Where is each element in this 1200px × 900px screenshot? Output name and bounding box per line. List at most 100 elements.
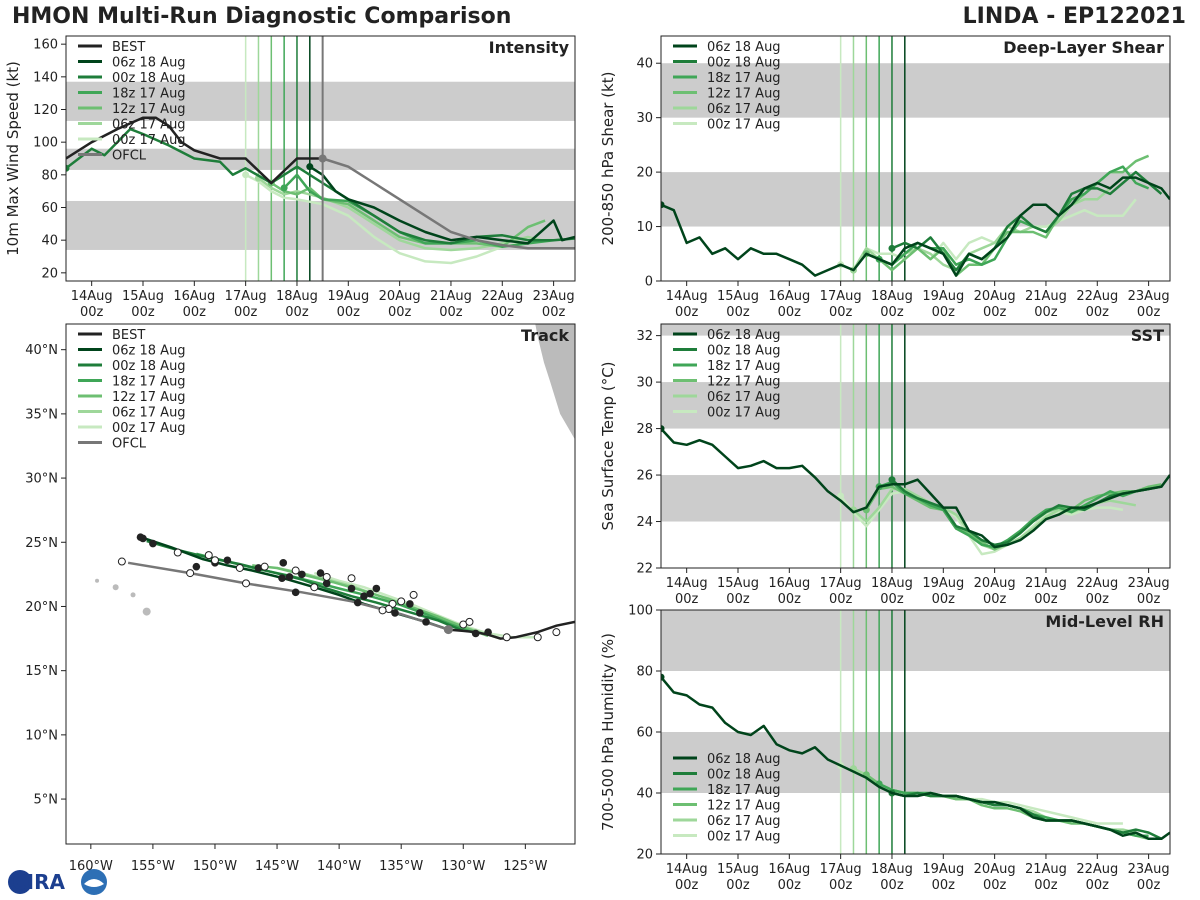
island-shape (112, 584, 119, 591)
track-marker-filled (192, 562, 201, 571)
panel-title: SST (1131, 326, 1164, 345)
x-tick-label-day: 18Aug (871, 862, 913, 877)
x-tick-label-day: 16Aug (173, 289, 215, 304)
y-tick-label: 24 (636, 515, 653, 530)
x-tick-label-hour: 00z (1137, 305, 1161, 320)
x-tick-label-hour: 00z (983, 592, 1007, 607)
track-marker-open (347, 574, 356, 583)
y-tick-label: 0 (645, 275, 653, 290)
cira-logo: CIRA (8, 869, 107, 895)
track-marker-filled (291, 588, 300, 597)
legend-label: 00z 18 Aug (112, 71, 186, 86)
track-marker-filled (484, 628, 492, 636)
y-tick-label: 10 (636, 220, 653, 235)
y-tick-label: 32 (636, 329, 653, 344)
legend-label: 06z 18 Aug (112, 56, 186, 71)
track-marker-open (378, 606, 387, 615)
y-tick-label: 40 (636, 57, 653, 72)
lon-label: 135°W (379, 859, 423, 874)
best-track (448, 620, 575, 640)
x-tick-label-hour: 00z (778, 305, 802, 320)
panel-sst: 22242628303214Aug00z15Aug00z16Aug00z17Au… (599, 323, 1171, 607)
y-tick-label: 160 (33, 38, 58, 53)
x-tick-label-day: 15Aug (122, 289, 164, 304)
y-axis-label: 200-850 hPa Shear (kt) (599, 72, 617, 246)
x-tick-label-hour: 00z (932, 305, 956, 320)
legend-label: 12z 17 Aug (707, 799, 781, 814)
series-start-point (661, 673, 665, 681)
cira-logo-text: CIRA (12, 870, 66, 894)
series-start-point (837, 492, 845, 500)
legend-label: 12z 17 Aug (112, 102, 186, 117)
panel-track: 5°N 10°N 15°N 20°N 25°N 30°N 35°N 40°N 160°W 155°… (25, 323, 576, 874)
legend-label: 18z 17 Aug (112, 87, 186, 102)
x-tick-label-day: 20Aug (974, 576, 1016, 591)
x-tick-label-hour: 00z (285, 305, 309, 320)
legend-label: 00z 18 Aug (707, 768, 781, 783)
legend-label: 06z 17 Aug (707, 390, 781, 405)
lon-label: 130°W (441, 859, 485, 874)
x-tick-label-day: 20Aug (974, 862, 1016, 877)
series-start-point (661, 201, 665, 209)
panel-intensity: 2040608010012014016014Aug00z15Aug00z16Au… (4, 35, 576, 320)
legend-label: BEST (112, 40, 145, 55)
shaded-band (661, 324, 1170, 336)
x-tick-label-day: 23Aug (1128, 862, 1170, 877)
x-tick-label-hour: 00z (1034, 305, 1058, 320)
track-marker-filled (406, 600, 414, 608)
series-line (661, 176, 1170, 277)
track-marker-open (291, 566, 300, 575)
x-tick-label-hour: 00z (439, 305, 463, 320)
legend-label: 18z 17 Aug (707, 71, 781, 86)
x-tick-label-hour: 00z (542, 305, 566, 320)
panel-title: Intensity (489, 38, 570, 57)
x-tick-label-day: 22Aug (481, 289, 523, 304)
y-tick-label: 28 (636, 422, 653, 437)
panel-title: Mid-Level RH (1045, 612, 1164, 631)
x-tick-label-hour: 00z (778, 878, 802, 893)
x-tick-label-hour: 00z (880, 592, 904, 607)
x-tick-label-day: 23Aug (533, 289, 575, 304)
track-marker-open (322, 572, 331, 581)
legend-label: 18z 17 Aug (707, 359, 781, 374)
ofcl-track (127, 561, 449, 631)
series-line (661, 427, 1170, 549)
lon-label: 140°W (317, 859, 361, 874)
track-marker-filled (298, 570, 306, 579)
x-tick-label-hour: 00z (675, 878, 699, 893)
x-tick-label-hour: 00z (932, 878, 956, 893)
axes-frame (660, 35, 1171, 282)
track-marker-filled (223, 556, 232, 565)
track-marker-filled (347, 584, 356, 593)
y-tick-label: 30 (636, 376, 653, 391)
shaded-band (661, 63, 1170, 118)
x-tick-label-day: 23Aug (1128, 576, 1170, 591)
x-tick-label-day: 14Aug (666, 862, 708, 877)
legend-label: 18z 17 Aug (112, 375, 186, 390)
x-tick-label-hour: 00z (1034, 592, 1058, 607)
track-marker-open (204, 551, 213, 560)
series-start-point (661, 425, 665, 433)
track-marker-open (502, 633, 511, 642)
series-start-point (306, 163, 314, 171)
x-tick-label-hour: 00z (778, 592, 802, 607)
series-line (840, 198, 1137, 272)
series-start-point (280, 184, 288, 192)
shaded-band (661, 732, 1170, 793)
series-group (66, 116, 575, 265)
x-tick-label-hour: 00z (829, 592, 853, 607)
series-line (245, 173, 520, 265)
y-tick-label: 80 (636, 665, 653, 680)
x-tick-label-day: 22Aug (1076, 862, 1118, 877)
x-tick-label-day: 21Aug (430, 289, 472, 304)
island-shape (95, 578, 100, 583)
track-marker-open (242, 579, 251, 588)
series-group (661, 154, 1170, 277)
x-tick-label-day: 16Aug (768, 862, 810, 877)
legend-label: 00z 17 Aug (707, 406, 781, 421)
lat-label: 20°N (25, 600, 58, 615)
series-group (661, 425, 1170, 556)
track-marker-filled (366, 589, 374, 598)
legend-label: 06z 18 Aug (707, 752, 781, 767)
x-tick-label-hour: 00z (337, 305, 361, 320)
